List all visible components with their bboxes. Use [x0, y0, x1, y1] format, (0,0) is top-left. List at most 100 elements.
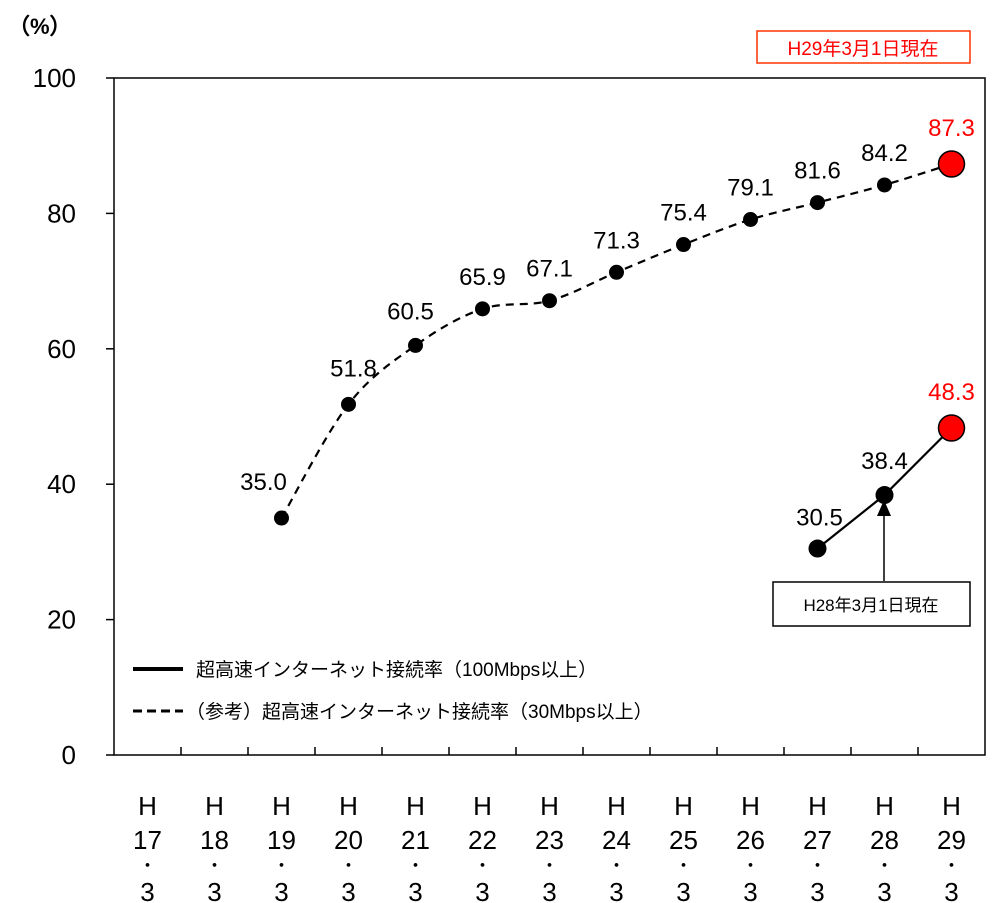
date-note: H29年3月1日現在	[788, 38, 939, 60]
data-point	[808, 539, 827, 558]
date-note-box: H29年3月1日現在	[756, 30, 971, 64]
x-tick-label: 28	[870, 825, 899, 855]
data-point	[743, 211, 758, 227]
y-tick-label: 0	[62, 740, 76, 770]
x-tick-label: ・	[340, 856, 358, 876]
x-tick-label: H	[339, 791, 358, 821]
data-label: 38.4	[861, 448, 908, 475]
x-tick-label: 26	[736, 825, 765, 855]
data-label: 84.2	[861, 140, 908, 167]
x-tick-label: 3	[944, 877, 958, 903]
x-tick-label: H	[205, 791, 224, 821]
plot-frame	[113, 77, 986, 756]
x-tick-label: 24	[602, 825, 631, 855]
x-tick-label: 3	[542, 877, 556, 903]
highlight-point	[937, 414, 966, 442]
x-tick-label: ・	[742, 856, 760, 876]
x-tick-label: 27	[803, 825, 832, 855]
x-tick-label: ・	[608, 856, 626, 876]
x-tick-label: 29	[937, 825, 966, 855]
legend-item-solid: 超高速インターネット接続率（100Mbps以上）	[133, 659, 597, 681]
x-tick-label: 3	[408, 877, 422, 903]
x-tick-labels: H17・3H18・3H19・3H20・3H21・3H22・3H23・3H24・3…	[133, 791, 966, 903]
x-tick-label: 17	[133, 825, 162, 855]
x-tick-label: ・	[876, 856, 894, 876]
data-label: 81.6	[794, 158, 841, 185]
x-tick-label: H	[808, 791, 827, 821]
data-points	[274, 150, 966, 558]
x-tick-label: ・	[139, 856, 157, 876]
data-label: 35.0	[240, 469, 287, 496]
x-tick-label: 3	[609, 877, 623, 903]
x-tick-label: 3	[810, 877, 824, 903]
x-tick-label: H	[473, 791, 492, 821]
x-tick-label: H	[674, 791, 693, 821]
data-point	[341, 396, 356, 412]
data-label: 65.9	[459, 264, 506, 291]
x-tick-label: 3	[877, 877, 891, 903]
x-tick-label: H	[741, 791, 760, 821]
series-line-dashed	[280, 162, 952, 519]
series-lines	[280, 162, 953, 550]
x-tick-label: H	[138, 791, 157, 821]
prev-note-callout: H28年3月1日現在	[772, 500, 971, 627]
data-point	[676, 237, 691, 253]
data-label: 48.3	[928, 379, 975, 406]
y-tick-label: 40	[47, 469, 76, 499]
callout-arrow-head	[877, 500, 891, 516]
prev-note: H28年3月1日現在	[803, 596, 938, 615]
highlight-point	[937, 150, 966, 178]
y-tick-label: 80	[47, 198, 76, 228]
y-tick-labels: 0 20 40 60 80 100	[33, 63, 76, 770]
x-tick-label: 3	[140, 877, 154, 903]
data-point	[475, 301, 490, 317]
data-label: 79.1	[727, 174, 774, 201]
x-tick-label: ・	[675, 856, 693, 876]
x-tick-label: ・	[541, 856, 559, 876]
legend-label-solid: 超高速インターネット接続率（100Mbps以上）	[196, 659, 597, 681]
x-tick-label: 3	[341, 877, 355, 903]
x-tick-label: 23	[535, 825, 564, 855]
x-tick-label: 3	[743, 877, 757, 903]
x-tick-label: H	[875, 791, 894, 821]
legend: 超高速インターネット接続率（100Mbps以上） （参考）超高速インターネット接…	[133, 659, 653, 723]
x-tick-label: H	[406, 791, 425, 821]
y-unit-label: （%）	[8, 14, 72, 39]
data-label: 30.5	[796, 505, 843, 532]
data-point	[810, 195, 825, 211]
data-labels: 30.5 38.4 48.3 35.0 51.8 60.5 65.9 67.1 71.3 75.4…	[240, 115, 975, 532]
x-tick-label: 20	[334, 825, 363, 855]
data-point	[408, 337, 423, 353]
data-label: 75.4	[660, 200, 707, 227]
x-tick-label: ・	[273, 856, 291, 876]
x-tick-label: H	[607, 791, 626, 821]
data-label: 87.3	[928, 115, 975, 142]
data-label: 71.3	[593, 227, 640, 254]
x-tick-label: H	[540, 791, 559, 821]
x-tick-label: ・	[943, 856, 961, 876]
data-point	[877, 177, 892, 193]
x-tick-label: 18	[200, 825, 229, 855]
x-tick-label: 3	[676, 877, 690, 903]
data-point	[274, 510, 289, 526]
x-tick-label: H	[272, 791, 291, 821]
x-tick-label: 3	[475, 877, 489, 903]
data-point	[542, 293, 557, 309]
x-tick-label: 21	[401, 825, 430, 855]
x-tick-label: 19	[267, 825, 296, 855]
x-tick-label: 3	[207, 877, 221, 903]
data-label: 51.8	[330, 355, 377, 382]
x-tick-label: ・	[809, 856, 827, 876]
data-point	[609, 264, 624, 280]
legend-item-dashed: （参考）超高速インターネット接続率（30Mbps以上）	[133, 701, 653, 723]
y-tick-label: 60	[47, 334, 76, 364]
data-label: 60.5	[387, 298, 434, 325]
x-tick-label: ・	[474, 856, 492, 876]
legend-label-dashed: （参考）超高速インターネット接続率（30Mbps以上）	[186, 701, 653, 723]
x-tick-label: 25	[669, 825, 698, 855]
data-point	[875, 486, 894, 505]
x-tick-label: 3	[274, 877, 288, 903]
data-label: 67.1	[526, 256, 573, 283]
y-tick-label: 100	[33, 63, 76, 93]
